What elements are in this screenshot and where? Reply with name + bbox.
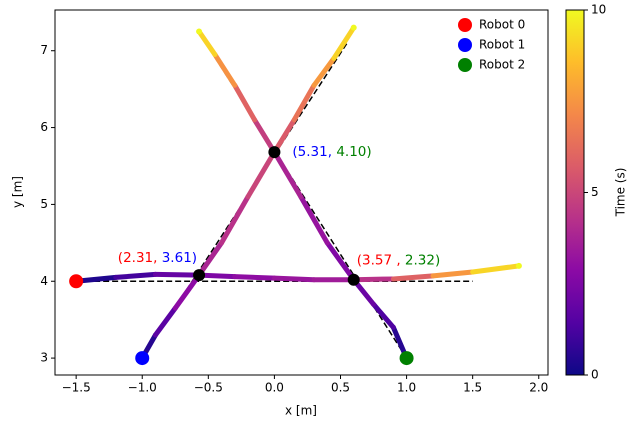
trajectory-segment xyxy=(152,271,202,278)
crossing-point xyxy=(193,269,206,282)
annotation: (5.31, 4.10) xyxy=(292,144,371,160)
x-tick-label: 1.5 xyxy=(463,381,482,395)
annotation-part: 2.32 xyxy=(405,253,435,269)
legend-marker xyxy=(458,58,472,72)
annotation-part: ( xyxy=(357,253,362,269)
trajectory-segment xyxy=(245,149,277,200)
annotation-part: ) xyxy=(435,253,440,269)
trajectory-segment xyxy=(390,273,436,282)
trajectory-segment xyxy=(351,276,396,283)
start-point xyxy=(135,351,150,366)
y-tick-label: 3 xyxy=(40,351,48,365)
x-tick-label: −1.0 xyxy=(128,381,157,395)
trajectory-segment xyxy=(311,55,337,88)
annotation: (2.31, 3.61) xyxy=(118,250,197,266)
end-point xyxy=(350,24,357,31)
y-axis-label: y [m] xyxy=(11,176,25,208)
colorbar-tick-label: 10 xyxy=(591,3,606,17)
y-tick-label: 7 xyxy=(40,43,48,57)
y-tick-label: 4 xyxy=(40,274,48,288)
trajectory-segment xyxy=(196,29,218,58)
trajectory-segment xyxy=(271,117,297,155)
annotation-part: ) xyxy=(192,250,197,266)
trajectory-segment xyxy=(271,149,304,200)
annotation-part: , xyxy=(392,253,405,269)
trajectory-segment xyxy=(470,263,522,275)
legend-label: Robot 0 xyxy=(479,18,525,32)
crossing-point xyxy=(268,146,281,159)
trajectory-segment xyxy=(271,275,317,283)
x-tick-label: 1.0 xyxy=(397,381,416,395)
trajectory-segment xyxy=(232,274,277,281)
x-axis-label: x [m] xyxy=(285,404,317,418)
trajectory-segment xyxy=(331,25,357,61)
annotation-part: 4.10 xyxy=(336,144,366,160)
annotation-part: 3.57 xyxy=(362,253,392,269)
annotation-part: , xyxy=(153,250,162,266)
y-tick-label: 6 xyxy=(40,120,48,134)
annotation-part: ( xyxy=(118,250,123,266)
trajectory-segment xyxy=(219,194,251,246)
trajectory-segment xyxy=(291,82,317,123)
plot-area xyxy=(54,9,549,376)
trajectory-segment xyxy=(371,301,396,330)
legend-marker xyxy=(458,18,472,32)
x-tick-label: 2.0 xyxy=(529,381,548,395)
x-tick-label: 0.0 xyxy=(265,381,284,395)
trajectory-segment xyxy=(232,82,258,123)
trajectory-segment xyxy=(152,305,178,338)
colorbar-label: Time (s) xyxy=(614,168,628,218)
annotation-part: ( xyxy=(292,144,297,160)
legend-label: Robot 2 xyxy=(479,58,525,72)
start-point xyxy=(69,274,84,289)
end-point xyxy=(515,262,522,269)
annotation-part: 3.61 xyxy=(162,250,192,266)
crossing-point xyxy=(347,273,360,286)
legend-label: Robot 1 xyxy=(479,38,525,52)
colorbar-tick-label: 5 xyxy=(591,185,599,199)
trajectory-segment xyxy=(430,269,476,279)
trajectory-segment xyxy=(324,240,357,283)
trajectory-segment xyxy=(196,240,225,278)
trajectory-segment xyxy=(212,52,238,88)
y-tick-label: 5 xyxy=(40,197,48,211)
annotation-part: ) xyxy=(366,144,371,160)
annotation-part: , xyxy=(328,144,337,160)
x-tick-label: 0.5 xyxy=(331,381,350,395)
x-tick-label: −1.5 xyxy=(62,381,91,395)
colorbar xyxy=(565,9,585,376)
annotation-part: 5.31 xyxy=(298,144,328,160)
x-tick-label: −0.5 xyxy=(194,381,223,395)
trajectory-segment xyxy=(252,117,277,155)
annotation: (3.57 , 2.32) xyxy=(357,253,441,269)
start-point xyxy=(399,351,414,366)
legend-marker xyxy=(458,38,472,52)
trajectory-segment xyxy=(172,272,202,311)
end-point xyxy=(196,28,203,35)
trajectory-segment xyxy=(298,194,330,246)
trajectory-segment xyxy=(113,271,158,280)
colorbar-tick-label: 0 xyxy=(591,368,599,382)
annotation-part: 2.31 xyxy=(123,250,153,266)
